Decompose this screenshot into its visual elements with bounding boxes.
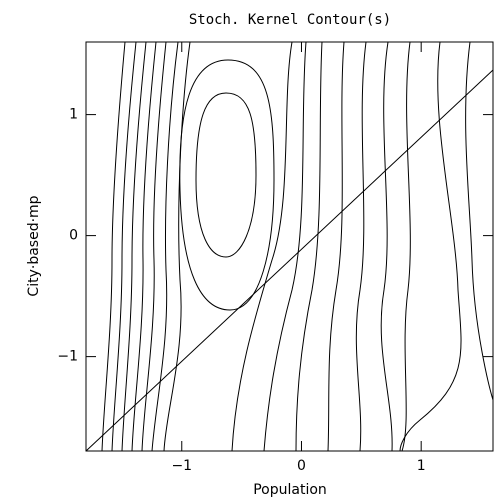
- x-tick-label: 0: [297, 458, 306, 474]
- x-axis-label: Population: [253, 482, 327, 498]
- contours: [101, 42, 493, 451]
- reference-line: [85, 69, 494, 452]
- chart-title: Stoch. Kernel Contour(s): [189, 12, 391, 28]
- y-axis-label: City·based·mp: [26, 195, 42, 296]
- y-tick-label: 0: [69, 228, 78, 244]
- x-tick-label: 1: [417, 458, 426, 474]
- y-tick-label: −1: [57, 349, 78, 365]
- y-tick-label: 1: [69, 107, 78, 123]
- plot-frame: [85, 41, 494, 452]
- x-tick-label: −1: [171, 458, 192, 474]
